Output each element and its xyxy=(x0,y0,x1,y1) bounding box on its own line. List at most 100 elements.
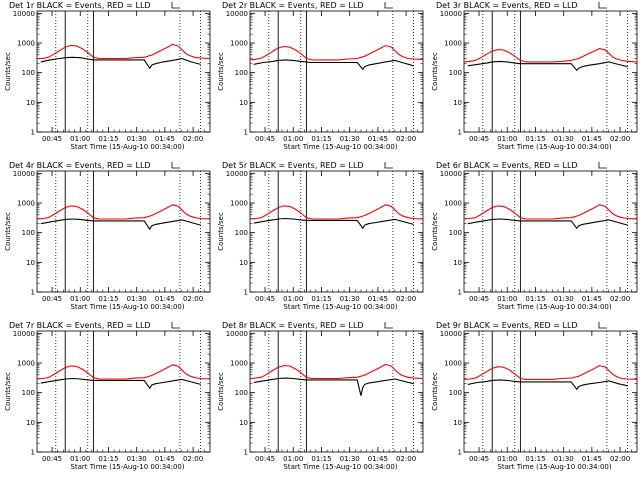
y-axis-label: Counts/sec xyxy=(4,52,12,91)
legend-glyph xyxy=(598,2,607,9)
chart-title: Det 1r BLACK = Events, RED = LLD xyxy=(9,1,151,10)
x-tick-label: 02:00 xyxy=(183,295,203,303)
x-tick-label: 01:30 xyxy=(340,295,360,303)
x-tick-label: 02:00 xyxy=(396,455,416,463)
x-axis-label: Start Time (15-Aug-10 00:34:00) xyxy=(70,463,184,471)
x-axis-label: Start Time (15-Aug-10 00:34:00) xyxy=(70,303,184,311)
x-tick-label: 01:30 xyxy=(127,135,147,143)
y-tick-label: 1 xyxy=(31,289,35,297)
chart-panel-det8: Det 8r BLACK = Events, RED = LLD 1 10 100 10… xyxy=(213,320,426,480)
y-tick-label: 10000 xyxy=(13,10,35,18)
y-tick-label: 10000 xyxy=(440,330,462,338)
series-events-line xyxy=(253,217,414,229)
chart-panel-det7: Det 7r BLACK = Events, RED = LLD 1 10 100 10… xyxy=(0,320,213,480)
series-lld-line xyxy=(463,204,638,220)
y-axis-label: Counts/sec xyxy=(4,212,12,251)
chart-svg: Det 3r BLACK = Events, RED = LLD 1 10 100 10… xyxy=(431,1,638,151)
x-tick-label: 01:45 xyxy=(368,135,388,143)
x-tick-label: 02:00 xyxy=(610,295,630,303)
y-tick-label: 100 xyxy=(235,69,248,77)
x-tick-label: 00:45 xyxy=(42,455,62,463)
series-events-line xyxy=(253,59,414,70)
y-tick-label: 1000 xyxy=(17,40,35,48)
x-tick-label: 01:30 xyxy=(554,295,574,303)
plot-frame xyxy=(463,170,638,293)
y-tick-label: 10000 xyxy=(226,10,248,18)
y-tick-label: 10000 xyxy=(440,10,462,18)
y-tick-label: 100 xyxy=(449,389,462,397)
x-tick-label: 02:00 xyxy=(396,135,416,143)
y-tick-label: 10 xyxy=(239,419,248,427)
x-tick-label: 01:00 xyxy=(497,135,517,143)
x-tick-label: 01:15 xyxy=(525,295,545,303)
y-tick-label: 1000 xyxy=(230,360,248,368)
series-lld-line xyxy=(249,204,424,220)
chart-title: Det 7r BLACK = Events, RED = LLD xyxy=(9,321,151,330)
y-axis-label: Counts/sec xyxy=(431,372,439,411)
y-tick-label: 10000 xyxy=(226,170,248,178)
y-tick-label: 100 xyxy=(235,389,248,397)
y-tick-label: 100 xyxy=(449,229,462,237)
legend-glyph xyxy=(384,162,393,169)
plot-frame xyxy=(249,330,424,453)
y-tick-label: 1 xyxy=(458,129,462,137)
x-tick-label: 02:00 xyxy=(610,455,630,463)
series-lld-line xyxy=(36,364,211,380)
series-events-line xyxy=(40,56,201,69)
y-tick-label: 1 xyxy=(458,289,462,297)
y-tick-label: 10000 xyxy=(226,330,248,338)
y-tick-label: 10 xyxy=(26,259,35,267)
x-tick-label: 01:00 xyxy=(283,295,303,303)
chart-title: Det 5r BLACK = Events, RED = LLD xyxy=(222,161,364,170)
y-tick-label: 10000 xyxy=(13,330,35,338)
x-tick-label: 01:30 xyxy=(340,135,360,143)
plot-frame xyxy=(249,170,424,293)
legend-glyph xyxy=(384,2,393,9)
x-tick-label: 01:15 xyxy=(525,135,545,143)
x-tick-label: 01:45 xyxy=(155,135,175,143)
series-events-line xyxy=(467,218,628,229)
y-tick-label: 100 xyxy=(235,229,248,237)
chart-panel-det6: Det 6r BLACK = Events, RED = LLD 1 10 100 10… xyxy=(427,160,640,320)
x-axis-label: Start Time (15-Aug-10 00:34:00) xyxy=(70,143,184,151)
y-tick-label: 10000 xyxy=(13,170,35,178)
x-axis-label: Start Time (15-Aug-10 00:34:00) xyxy=(497,303,611,311)
x-tick-label: 01:15 xyxy=(98,455,118,463)
y-axis-label: Counts/sec xyxy=(217,212,225,251)
series-events-line xyxy=(253,377,414,397)
x-tick-label: 02:00 xyxy=(183,455,203,463)
x-tick-label: 01:00 xyxy=(70,455,90,463)
chart-panel-det1: Det 1r BLACK = Events, RED = LLD 1 10 100 10… xyxy=(0,0,213,160)
x-axis-label: Start Time (15-Aug-10 00:34:00) xyxy=(283,463,397,471)
x-tick-label: 02:00 xyxy=(610,135,630,143)
x-tick-label: 01:45 xyxy=(582,455,602,463)
chart-panel-det5: Det 5r BLACK = Events, RED = LLD 1 10 100 10… xyxy=(213,160,426,320)
x-tick-label: 01:45 xyxy=(582,295,602,303)
chart-svg: Det 8r BLACK = Events, RED = LLD 1 10 100 10… xyxy=(217,321,424,471)
x-tick-label: 01:30 xyxy=(127,295,147,303)
y-tick-label: 10 xyxy=(26,99,35,107)
chart-svg: Det 7r BLACK = Events, RED = LLD 1 10 100 10… xyxy=(4,321,211,471)
x-tick-label: 01:45 xyxy=(155,295,175,303)
chart-svg: Det 2r BLACK = Events, RED = LLD 1 10 100 10… xyxy=(217,1,424,151)
series-lld-line xyxy=(463,48,638,63)
x-tick-label: 01:30 xyxy=(554,135,574,143)
y-tick-label: 100 xyxy=(449,69,462,77)
x-tick-label: 00:45 xyxy=(255,455,275,463)
legend-glyph xyxy=(171,162,180,169)
y-tick-label: 10 xyxy=(26,419,35,427)
y-tick-label: 1 xyxy=(244,289,248,297)
y-tick-label: 10 xyxy=(239,99,248,107)
x-tick-label: 00:45 xyxy=(469,295,489,303)
y-tick-label: 1000 xyxy=(17,200,35,208)
x-tick-label: 00:45 xyxy=(469,455,489,463)
y-tick-label: 1000 xyxy=(230,40,248,48)
y-tick-label: 1000 xyxy=(444,40,462,48)
x-tick-label: 01:30 xyxy=(554,455,574,463)
x-axis-label: Start Time (15-Aug-10 00:34:00) xyxy=(283,303,397,311)
x-tick-label: 01:00 xyxy=(283,455,303,463)
chart-svg: Det 6r BLACK = Events, RED = LLD 1 10 100 10… xyxy=(431,161,638,311)
series-events-line xyxy=(467,60,628,71)
y-tick-label: 1000 xyxy=(444,200,462,208)
series-events-line xyxy=(40,377,201,389)
